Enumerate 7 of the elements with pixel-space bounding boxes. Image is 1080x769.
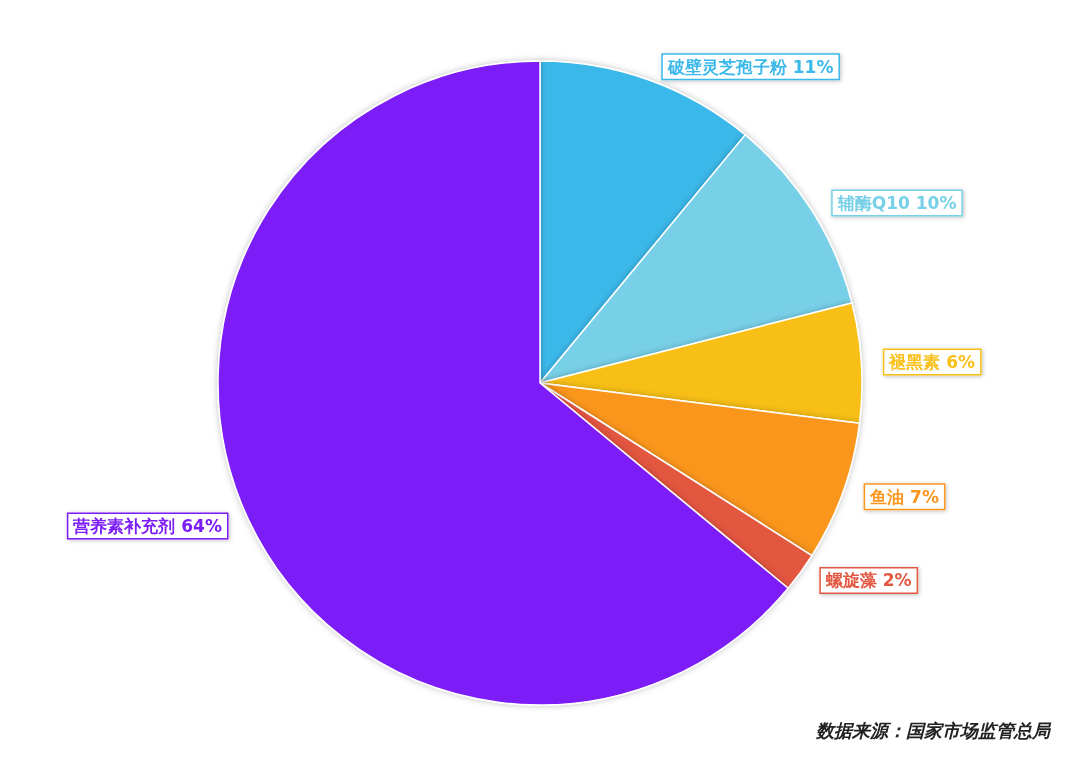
slice-label: 褪黑素 6% (888, 351, 976, 372)
source-note: 数据来源：国家市场监管总局 (815, 719, 1052, 741)
slice-label: 鱼油 7% (869, 486, 939, 507)
slice-label: 螺旋藻 2% (824, 570, 912, 591)
slice-label: 辅酶Q10 10% (836, 192, 957, 213)
slice-label: 营养素补充剂 64% (72, 516, 222, 537)
slice-label: 破壁灵芝孢子粉 11% (666, 56, 834, 77)
